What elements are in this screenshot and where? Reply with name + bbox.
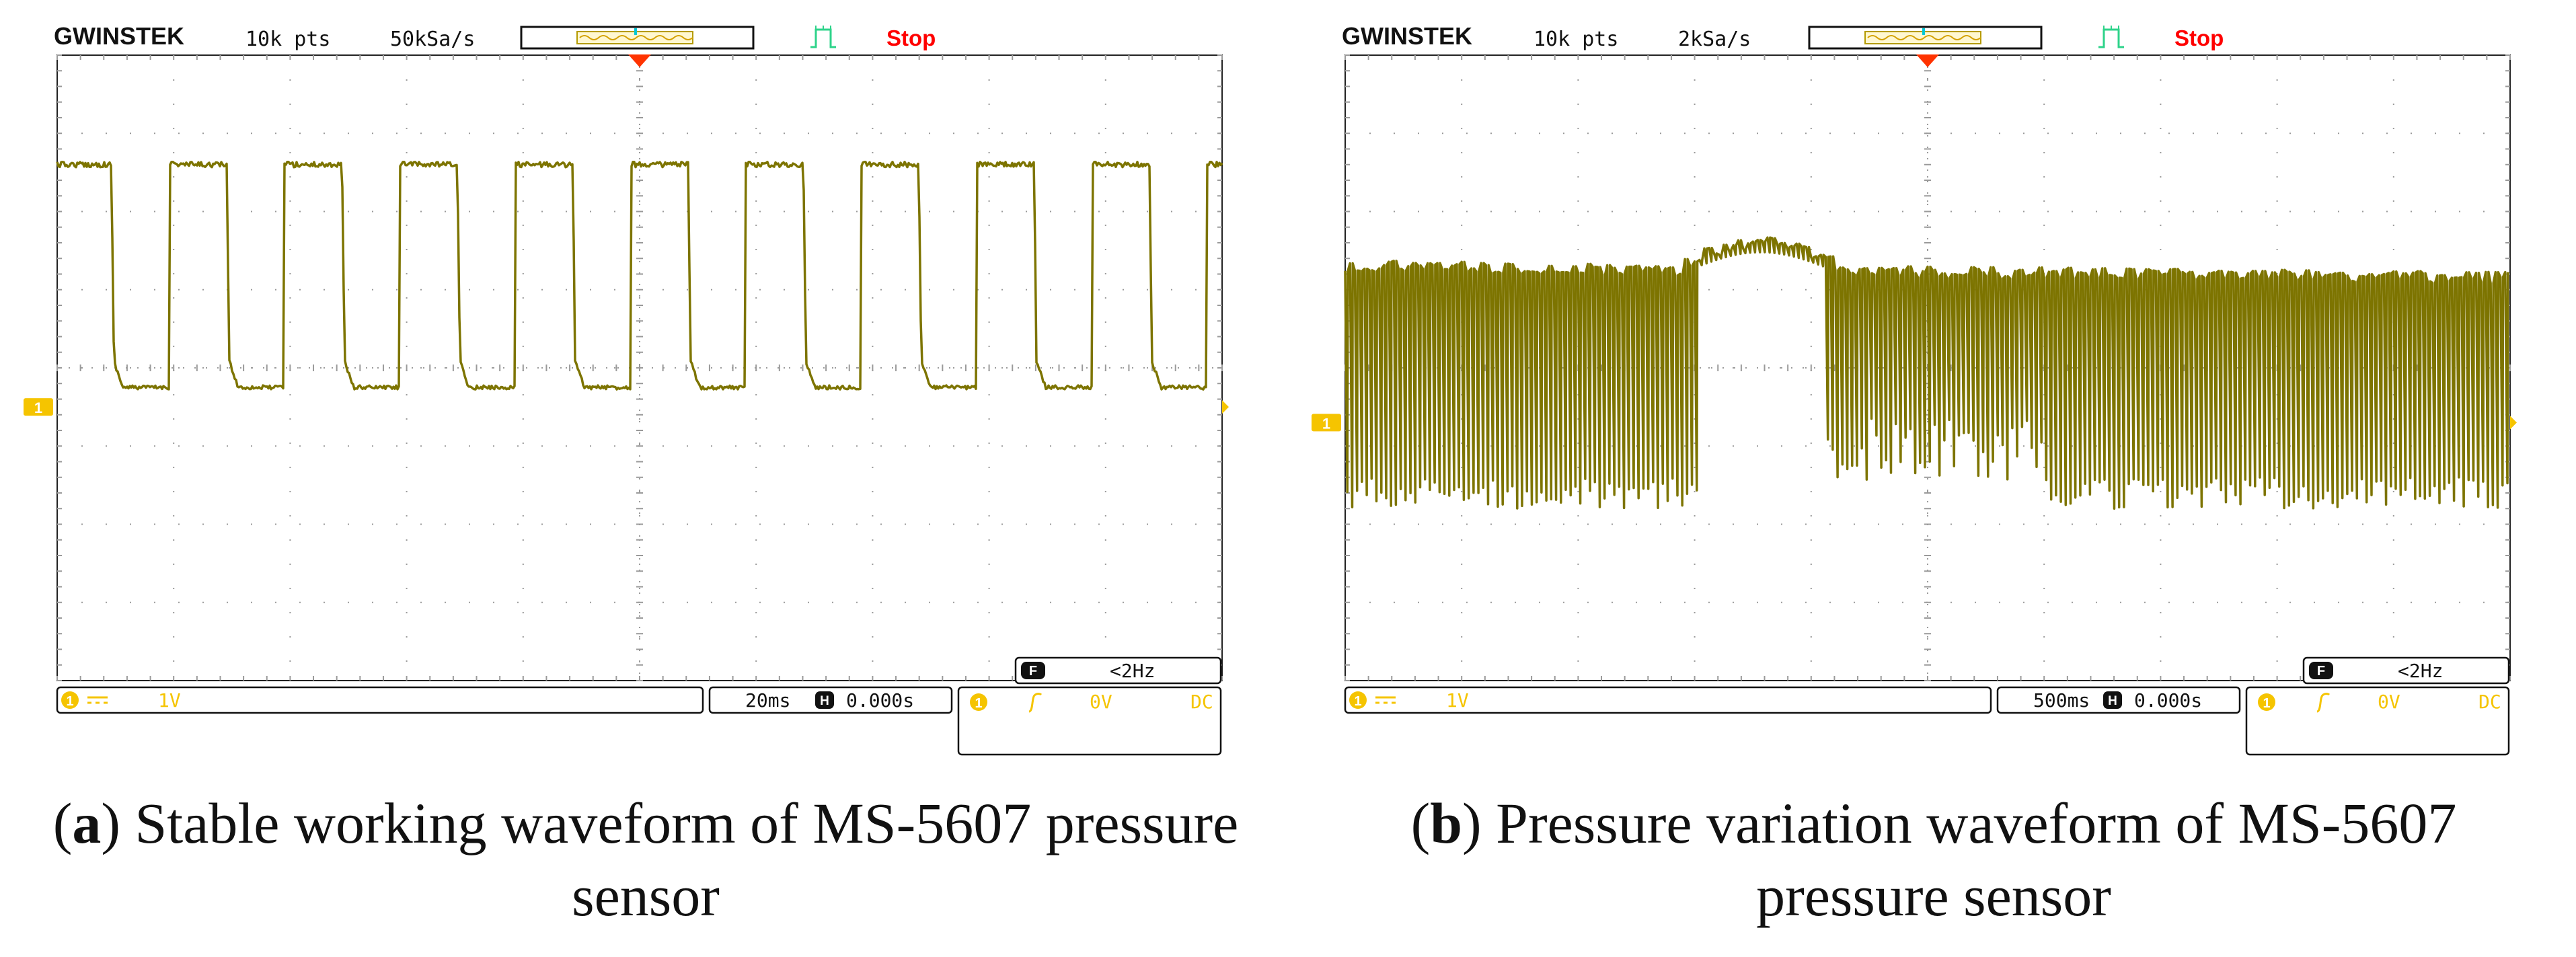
trigger-level: 0V: [2378, 691, 2400, 713]
ch1-ground-marker: [1312, 414, 1341, 432]
horizontal-position: 0.000s: [2134, 689, 2202, 712]
frequency-icon: [2309, 662, 2333, 679]
caption-b: (b) Pressure variation waveform of MS-56…: [1410, 791, 2457, 928]
caption-letter-a: a: [72, 791, 102, 855]
horizontal-position: 0.000s: [846, 689, 914, 712]
record-length: 10k pts: [1533, 28, 1618, 51]
ch1-status-box: [56, 686, 704, 714]
trigger-settings-box: [2245, 686, 2510, 756]
oscilloscope-screen-a: GWINSTEK 10k pts 50kSa/s Stop 1 F <2Hz 1 1V 20ms H…: [24, 22, 1229, 756]
sample-rate: 50kSa/s: [390, 28, 475, 51]
oscilloscope-screen-b: GWINSTEK 10k pts 2kSa/s Stop 1 F <2Hz 1 1V 500ms H…: [1312, 22, 2517, 756]
trigger-frequency: <2Hz: [1110, 660, 1155, 682]
frequency-icon-letter: F: [1029, 664, 1037, 679]
memory-bar: [1808, 26, 2043, 50]
ch1-scale: 1V: [1446, 689, 1469, 712]
ch1-ground-marker: [24, 398, 53, 416]
timebase: 20ms: [745, 689, 790, 712]
horizontal-icon: [2103, 691, 2122, 709]
trigger-level-arrow: [2510, 416, 2517, 430]
caption-letter-b: b: [1430, 791, 1463, 855]
trigger-source-label: 1: [2263, 696, 2270, 711]
oscilloscope-panel-b: GWINSTEK 10k pts 2kSa/s Stop 1 F <2Hz 1 1V 500ms H…: [1288, 0, 2576, 957]
trigger-position-arrow: [1916, 54, 1939, 67]
trigger-source-indicator: [2258, 693, 2275, 711]
trigger-coupling: DC: [2478, 691, 2501, 713]
dc-coupling-icon: [87, 696, 108, 704]
ch1-waveform: [1344, 236, 2509, 510]
trigger-position-arrow: [628, 54, 651, 67]
sample-rate: 2kSa/s: [1678, 28, 1751, 51]
rising-edge-icon: [2316, 693, 2331, 713]
trigger-coupling: DC: [1190, 691, 1213, 713]
oscilloscope-panel-a: GWINSTEK 10k pts 50kSa/s Stop 1 F <2Hz 1 1V 20ms H…: [24, 22, 1239, 928]
rising-edge-icon: [1028, 693, 1043, 713]
memory-wave-icon: [1867, 35, 1981, 40]
trigger-frequency-box: [1014, 656, 1222, 685]
trigger-edge-icon: [810, 28, 836, 48]
brand-logo: GWINSTEK: [1342, 22, 1472, 50]
horizontal-icon: [815, 691, 834, 709]
memory-position-marker: [1922, 28, 1925, 35]
trigger-source-label: 1: [975, 696, 982, 711]
ch1-ground-label: 1: [1322, 415, 1330, 432]
horizontal-icon-letter: H: [820, 694, 829, 708]
caption-text-b: ) Pressure variation waveform of MS-5607…: [1462, 791, 2457, 928]
run-state: Stop: [886, 26, 936, 50]
caption-text-a: ) Stable working waveform of MS-5607 pre…: [101, 791, 1239, 928]
trigger-frequency-box: [2302, 656, 2510, 685]
ch1-ground-label: 1: [34, 399, 42, 416]
trigger-source-indicator: [970, 693, 987, 711]
dc-coupling-icon: [1375, 696, 1396, 704]
run-state: Stop: [2174, 26, 2224, 50]
ch1-indicator-label: 1: [66, 694, 73, 709]
caption-a: (a) Stable working waveform of MS-5607 p…: [52, 791, 1239, 928]
trigger-level-arrow: [1222, 400, 1229, 414]
trigger-edge-ticks: [2103, 26, 2119, 30]
ch1-scale: 1V: [158, 689, 181, 712]
frequency-icon: [1021, 662, 1045, 679]
ch1-indicator-label: 1: [1354, 694, 1361, 709]
trigger-edge-icon: [2098, 28, 2124, 48]
ch1-indicator: [61, 691, 79, 709]
ch1-indicator: [1349, 691, 1367, 709]
trigger-level: 0V: [1090, 691, 1112, 713]
record-length: 10k pts: [245, 28, 330, 51]
ch1-waveform: [56, 161, 1223, 391]
memory-wave-icon: [579, 35, 693, 40]
trigger-frequency: <2Hz: [2398, 660, 2443, 682]
trigger-edge-ticks: [815, 26, 831, 30]
horizontal-icon-letter: H: [2108, 694, 2117, 708]
memory-bar: [520, 26, 755, 50]
brand-logo: GWINSTEK: [54, 22, 184, 50]
ch1-status-box: [1344, 686, 1992, 714]
frequency-icon-letter: F: [2317, 664, 2325, 679]
trigger-settings-box: [957, 686, 1222, 756]
timebase: 500ms: [2033, 689, 2090, 712]
memory-position-marker: [634, 28, 637, 35]
